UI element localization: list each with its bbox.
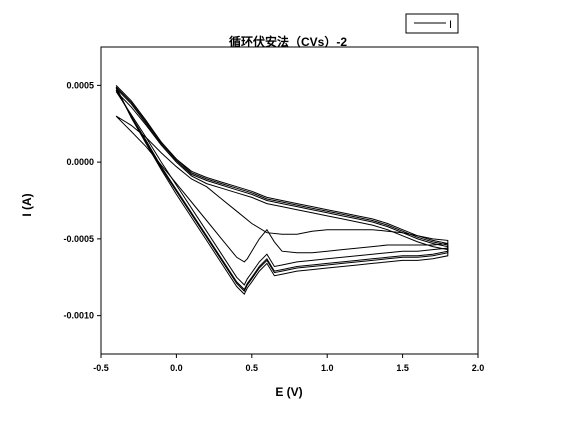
series-group [115,85,449,295]
y-tick-label: -0.0005 [63,234,94,244]
cv-scan-line-2 [115,85,449,295]
plot-frame [100,46,479,355]
cv-scan-line-4 [115,86,449,292]
y-tick-label: 0.0005 [66,80,94,90]
x-axis: -0.5 0.0 0.5 1.0 1.5 2.0 [93,354,484,373]
y-axis: 0.0005 0.0000 -0.0005 -0.0010 [63,80,101,321]
x-tick-label: 1.0 [321,363,334,373]
y-axis-title: I (A) [20,193,34,216]
chart-legend: I [405,13,459,34]
legend-label: I [449,19,452,31]
x-axis-title: E (V) [275,385,302,399]
y-tick-label: -0.0010 [63,311,94,321]
chart-title: 循环伏安法（CVs）-2 [229,34,347,49]
x-tick-label: 0.0 [170,363,183,373]
x-tick-label: -0.5 [93,363,109,373]
x-tick-label: 2.0 [472,363,485,373]
x-tick-label: 0.5 [246,363,259,373]
cv-scan-line-5 [115,115,449,263]
y-tick-label: 0.0000 [66,157,94,167]
x-tick-label: 1.5 [396,363,409,373]
cv-scan-line-1 [115,88,449,291]
cv-scan-line-3 [115,91,449,286]
